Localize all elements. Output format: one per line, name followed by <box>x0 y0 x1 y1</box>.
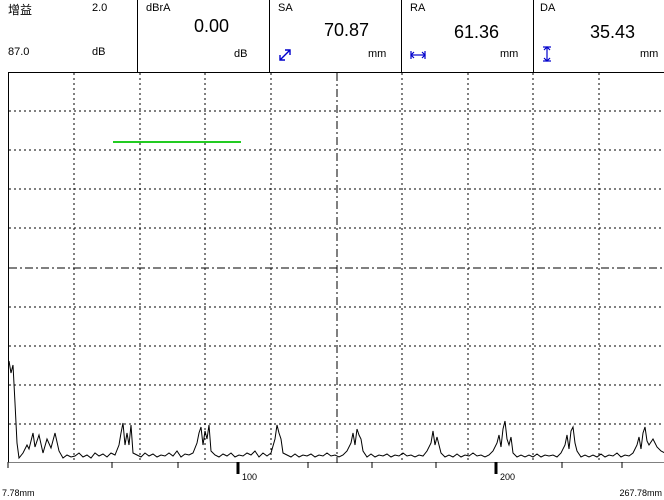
sa-cell[interactable]: SA 70.87 mm <box>270 0 402 72</box>
scale-ruler <box>7 462 664 474</box>
sa-value: 70.87 <box>324 20 370 40</box>
vertical-arrow-icon <box>543 46 551 62</box>
dbra-value: 0.00 <box>194 16 230 36</box>
sa-unit: mm <box>368 48 387 60</box>
dbra-unit: dB <box>234 48 248 60</box>
range-scale: 100 200 7.78mm 267.78mm <box>0 462 664 500</box>
ra-value: 61.36 <box>454 22 500 42</box>
ra-cell[interactable]: RA 61.36 mm <box>402 0 534 72</box>
gain-unit: dB <box>92 46 106 58</box>
grid <box>9 73 664 463</box>
horizontal-arrow-icon <box>410 51 426 59</box>
scale-start: 7.78mm <box>2 488 35 498</box>
gain-cell[interactable]: 增益 2.0 87.0 dB <box>0 0 138 72</box>
ra-unit: mm <box>500 48 519 60</box>
sa-label: SA <box>278 2 293 14</box>
ascan-graph <box>9 73 664 463</box>
scale-tick-100: 100 <box>242 472 258 482</box>
dbra-cell[interactable]: dBrA 0.00 dB <box>138 0 270 72</box>
gain-step: 2.0 <box>92 2 108 14</box>
scale-tick-200: 200 <box>500 472 516 482</box>
gain-label: 增益 <box>8 3 33 17</box>
gain-value: 87.0 <box>8 46 30 58</box>
da-label: DA <box>540 2 556 14</box>
scale-end: 267.78mm <box>619 488 662 498</box>
ascan-plot[interactable] <box>8 72 664 463</box>
diagonal-arrow-icon <box>279 49 291 61</box>
da-cell[interactable]: DA 35.43 mm <box>534 0 664 72</box>
da-unit: mm <box>640 48 659 60</box>
echo-trace <box>9 360 664 460</box>
da-value: 35.43 <box>590 22 636 42</box>
ra-label: RA <box>410 2 426 14</box>
dbra-label: dBrA <box>146 2 171 14</box>
measurement-header: 增益 2.0 87.0 dB dBrA 0.00 dB SA 70.87 mm … <box>0 0 664 72</box>
